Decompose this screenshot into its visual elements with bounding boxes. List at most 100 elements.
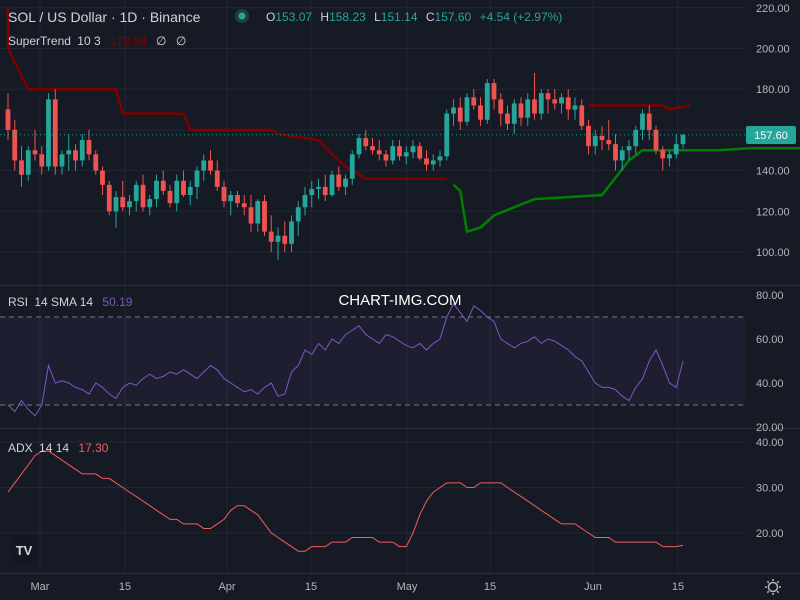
time-axis[interactable]: Mar 15 Apr 15 May 15 Jun 15 — [31, 581, 685, 593]
candle-body — [680, 134, 686, 145]
candle — [565, 89, 571, 120]
candle-body — [39, 154, 45, 167]
candle-body — [275, 235, 281, 242]
candle — [133, 180, 139, 212]
supertrend-legend[interactable]: SuperTrend 10 3 172.04 ∅ ∅ — [8, 34, 186, 48]
no-value-icon-2: ∅ — [176, 34, 186, 48]
time-tick-label: Jun — [584, 581, 602, 593]
rsi-name: RSI — [8, 295, 28, 309]
candle-body — [120, 197, 126, 208]
candle — [417, 142, 423, 161]
candle — [268, 215, 274, 252]
candle-body — [444, 113, 450, 157]
candle-body — [309, 188, 315, 196]
candle-body — [653, 129, 659, 151]
candle — [633, 125, 639, 155]
candle-body — [154, 180, 159, 200]
candle-body — [356, 138, 362, 155]
candle — [640, 109, 645, 141]
tradingview-logo[interactable]: TV — [9, 535, 39, 565]
high-label: H — [320, 10, 329, 24]
candle-body — [673, 144, 679, 155]
rsi-tick-label: 80.00 — [756, 290, 784, 302]
candle-body — [471, 97, 477, 106]
candle-body — [613, 144, 618, 161]
candle — [228, 190, 234, 216]
candle — [336, 166, 342, 191]
adx-name: ADX — [8, 441, 33, 455]
candle — [532, 72, 537, 120]
candlestick-series — [5, 72, 686, 261]
candle — [471, 89, 477, 110]
candle — [167, 184, 173, 208]
candle-body — [592, 136, 598, 147]
symbol-title[interactable]: SOL / US Dollar · 1D · Binance — [8, 9, 201, 25]
candle — [478, 97, 483, 126]
market-status-dot — [238, 12, 246, 20]
candle-body — [282, 235, 288, 244]
candle — [370, 138, 375, 155]
adx-legend[interactable]: ADX 14 14 17.30 — [8, 441, 109, 455]
candle-body — [289, 221, 294, 244]
candle — [363, 129, 369, 151]
supertrend-up-line — [452, 146, 800, 234]
low-label: L — [374, 10, 381, 24]
candle-body — [646, 113, 652, 130]
candle-body — [106, 184, 112, 212]
candle-body — [140, 184, 146, 208]
candle — [653, 125, 659, 155]
candle — [586, 119, 591, 155]
candle-body — [538, 93, 544, 114]
candle-body — [545, 93, 551, 100]
candle — [255, 199, 261, 232]
time-tick-label: 15 — [484, 581, 496, 593]
candle — [538, 89, 544, 120]
candle-body — [498, 99, 504, 114]
candle — [579, 99, 585, 130]
candle-body — [25, 150, 31, 175]
candle — [309, 180, 315, 208]
candle-body — [113, 197, 119, 212]
price-tick-label: 100.00 — [756, 247, 790, 259]
candle-body — [181, 180, 186, 196]
candle — [214, 160, 220, 191]
low-value: 151.14 — [381, 10, 418, 24]
candle — [356, 133, 362, 159]
candle-body — [464, 97, 470, 122]
candle-body — [579, 105, 585, 126]
candle-body — [417, 146, 423, 159]
candle — [491, 79, 497, 110]
candle-body — [505, 113, 510, 124]
settings-gear-icon[interactable] — [765, 579, 781, 595]
time-tick-label: 15 — [119, 581, 131, 593]
candle — [626, 140, 632, 161]
supertrend-lines — [6, 7, 800, 234]
candle-body — [437, 156, 443, 161]
candle — [19, 146, 24, 187]
candle — [673, 133, 679, 159]
candle-body — [343, 178, 348, 187]
candle-body — [52, 99, 58, 167]
candle — [322, 174, 328, 202]
rsi-legend[interactable]: RSI 14 SMA 14 50.19 — [8, 295, 133, 309]
candle-body — [12, 129, 18, 161]
candle-body — [147, 199, 153, 208]
candle-body — [201, 160, 207, 171]
candle — [66, 133, 72, 171]
candle — [208, 150, 213, 175]
candle-body — [491, 83, 497, 100]
close-label: C — [426, 10, 435, 24]
candle — [457, 97, 463, 130]
candle — [59, 150, 65, 175]
candle — [383, 150, 389, 167]
grid — [0, 0, 745, 573]
candle — [619, 146, 625, 171]
candle-body — [370, 146, 375, 151]
candle-body — [430, 160, 436, 165]
candle — [329, 170, 335, 198]
candle — [147, 195, 153, 216]
candle — [451, 99, 456, 126]
rsi-series-line — [7, 302, 684, 417]
